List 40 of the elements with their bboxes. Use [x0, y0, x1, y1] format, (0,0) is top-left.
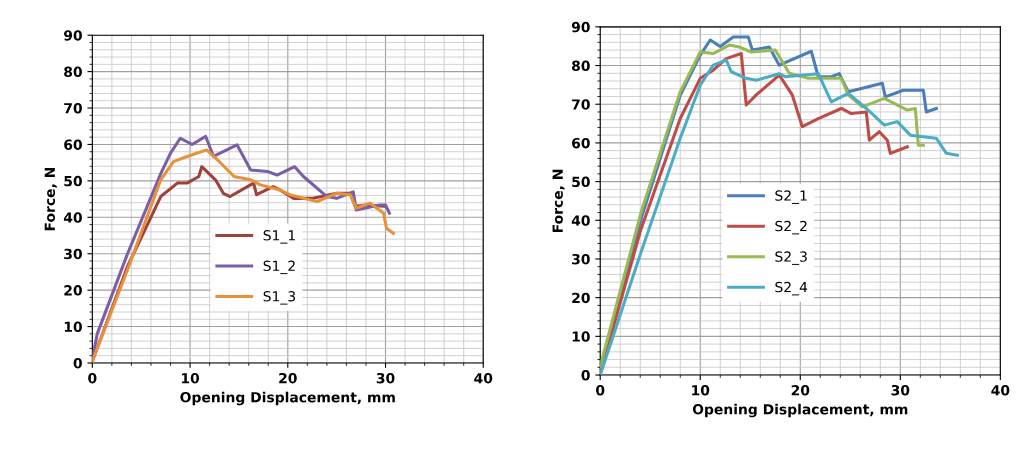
x-tick-label: 30 — [891, 385, 910, 396]
y-tick-label: 50 — [572, 176, 590, 188]
x-axis-title: Opening Displacement, mm — [180, 391, 395, 406]
y-tick-label: 90 — [64, 30, 82, 41]
x-tick-label: 0 — [88, 372, 97, 384]
y-tick-label: 60 — [572, 137, 590, 149]
legend-label: S1_1 — [263, 230, 295, 244]
legend-label: S1_3 — [263, 291, 296, 305]
y-tick-label: 70 — [64, 103, 82, 114]
legend-label: S2_1 — [775, 190, 807, 204]
x-tick-label: 0 — [596, 385, 605, 396]
y-tick-label: 10 — [572, 331, 590, 342]
x-tick-label: 20 — [791, 385, 810, 396]
x-tick-label: 30 — [376, 372, 395, 384]
x-tick-label: 40 — [474, 372, 493, 384]
y-axis-title: Force, N — [552, 169, 565, 233]
y-tick-label: 70 — [572, 99, 590, 110]
legend-label: S2_4 — [775, 281, 808, 296]
y-tick-label: 0 — [73, 357, 82, 369]
x-tick-label: 20 — [279, 372, 297, 384]
y-tick-label: 20 — [572, 292, 590, 304]
y-axis-title: Force, N — [44, 168, 57, 231]
y-tick-label: 10 — [64, 321, 82, 333]
y-tick-label: 80 — [572, 60, 590, 72]
legend-label: S1_2 — [263, 260, 295, 275]
y-tick-label: 30 — [64, 248, 82, 260]
x-tick-label: 10 — [181, 372, 200, 384]
x-tick-label: 10 — [692, 385, 710, 396]
y-tick-label: 60 — [64, 139, 82, 150]
legend-label: S2_2 — [775, 220, 807, 235]
y-tick-label: 40 — [63, 212, 82, 223]
y-tick-label: 20 — [64, 285, 82, 296]
y-tick-label: 80 — [64, 66, 82, 78]
y-tick-label: 40 — [571, 215, 590, 226]
y-tick-label: 90 — [571, 21, 590, 33]
legend-label: S2_3 — [775, 251, 807, 265]
x-axis-title: Opening Displacement, mm — [692, 403, 908, 418]
y-tick-label: 30 — [572, 253, 590, 265]
y-tick-label: 50 — [64, 175, 82, 187]
x-tick-label: 40 — [991, 385, 1010, 396]
